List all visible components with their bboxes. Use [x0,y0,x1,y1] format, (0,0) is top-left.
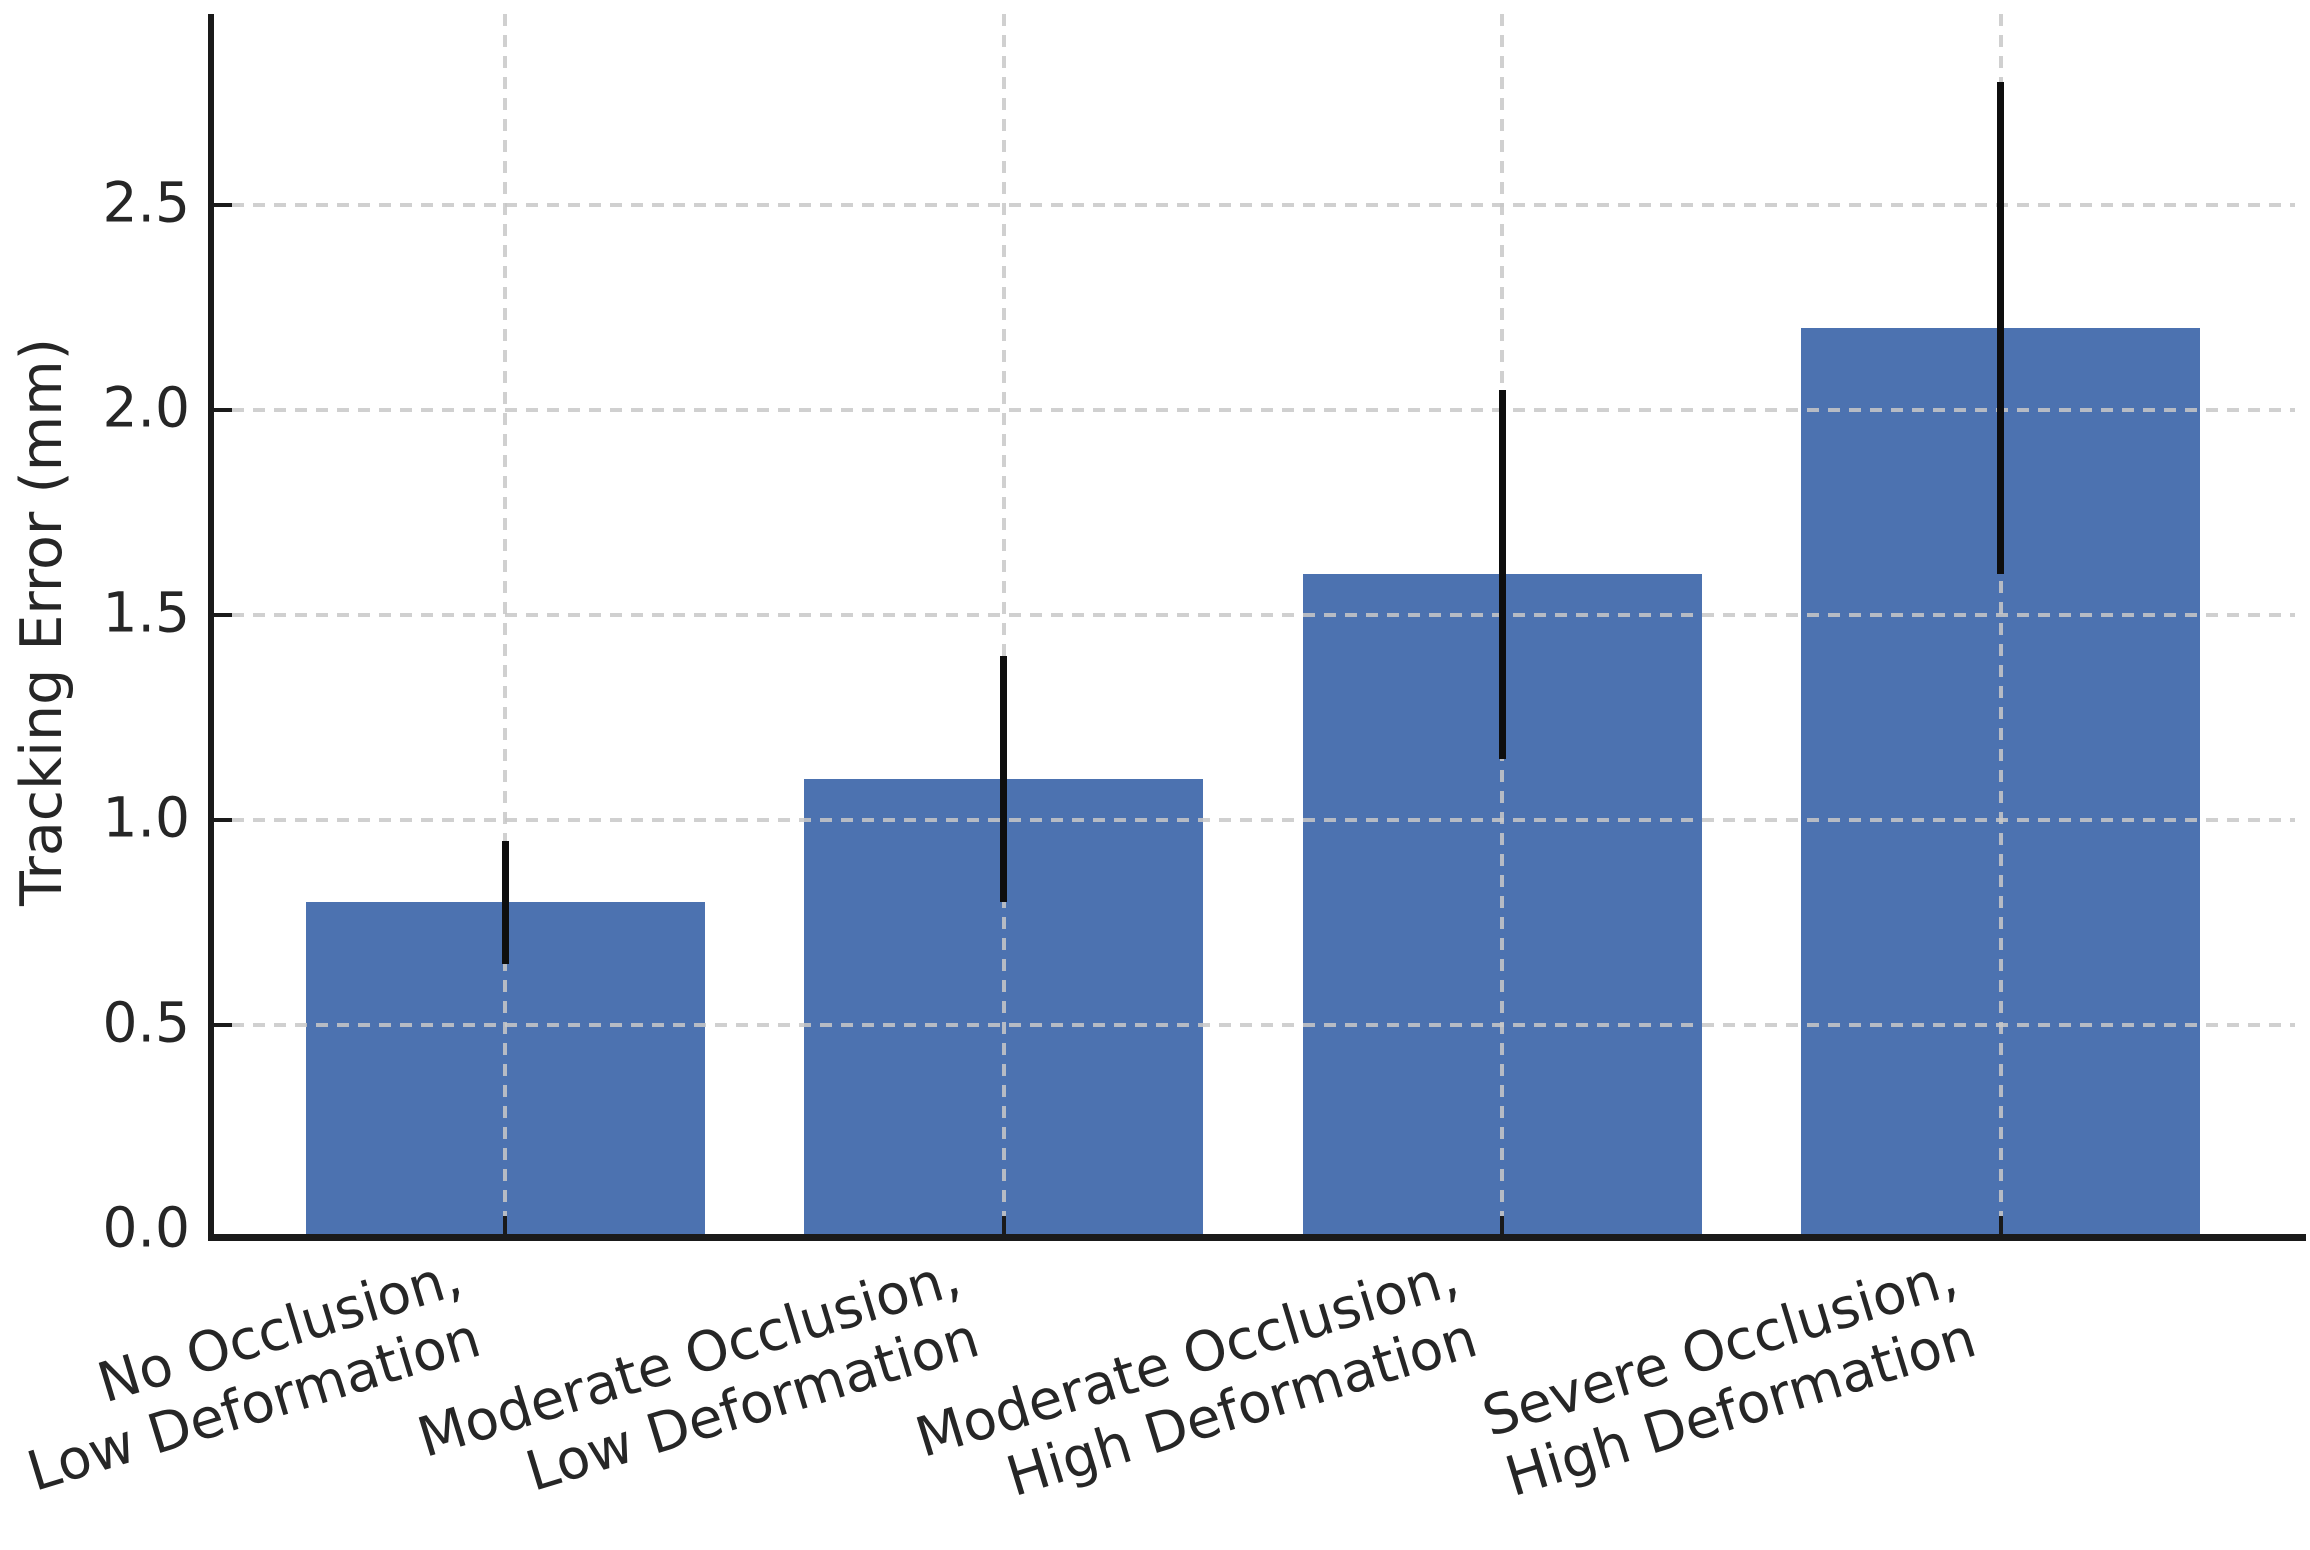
y-tick-label-2.5: 2.5 [102,170,190,235]
x-tick-label-0: No Occlusion, Low Deformation [19,1244,488,1504]
x-tick-label-1: Moderate Occlusion, Low Deformation [410,1244,986,1504]
gridline-h-1.0 [211,818,2295,822]
y-tick-label-1.5: 1.5 [102,580,190,645]
error-bar-2 [1498,389,1506,759]
x-tick-mark-3 [1998,1216,2003,1234]
x-tick-label-3: Severe Occlusion, High Deformation [1475,1244,1983,1509]
gridline-v-0 [503,14,508,1234]
y-tick-label-0.0: 0.0 [102,1195,190,1260]
x-axis-spine [208,1234,2306,1241]
y-tick-label-2.0: 2.0 [102,375,190,440]
gridline-v-3 [1998,14,2003,1234]
y-tick-mark-1.0 [214,818,232,822]
y-tick-label-1.0: 1.0 [102,785,190,850]
gridline-h-1.5 [211,613,2295,617]
y-tick-mark-2.0 [214,408,232,412]
error-bar-1 [1000,656,1008,902]
x-tick-mark-2 [1500,1216,1505,1234]
x-tick-mark-1 [1001,1216,1006,1234]
y-tick-mark-2.5 [214,203,232,207]
x-tick-label-2: Moderate Occlusion, High Deformation [908,1244,1485,1509]
gridline-h-2.0 [211,408,2295,412]
y-tick-mark-0.5 [214,1023,232,1027]
error-bar-3 [1997,82,2005,574]
gridline-h-0.5 [211,1023,2295,1027]
gridline-v-1 [1001,14,1006,1234]
gridline-h-2.5 [211,203,2295,207]
y-axis-spine [208,14,214,1241]
x-tick-mark-0 [503,1216,508,1234]
y-tick-mark-1.5 [214,613,232,617]
y-tick-label-0.5: 0.5 [102,990,190,1055]
error-bar-0 [501,840,509,964]
